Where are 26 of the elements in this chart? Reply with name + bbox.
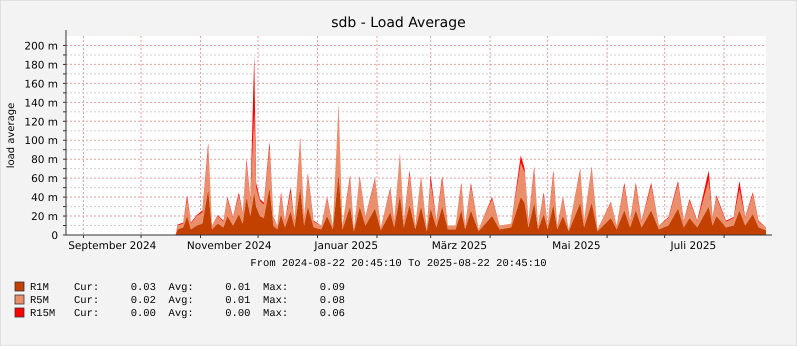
x-tick-label: März 2025 <box>432 240 488 252</box>
y-tick-label: 200 m <box>24 40 58 52</box>
x-tick-label: September 2024 <box>68 240 157 252</box>
x-tick-label: Januar 2025 <box>313 240 378 252</box>
y-axis-title: load average <box>6 102 17 168</box>
legend-label: R5M <box>30 295 49 307</box>
legend-label: R15M <box>30 308 56 320</box>
x-tick-label: November 2024 <box>186 240 272 252</box>
y-tick-label: 40 m <box>31 192 58 204</box>
y-tick-label: 180 m <box>24 59 58 72</box>
text: Cur: 0.03 Avg: 0.01 Max: 0.09 <box>74 282 345 294</box>
y-tick-label: 160 m <box>24 78 58 90</box>
text: Cur: 0.02 Avg: 0.01 Max: 0.08 <box>74 295 345 307</box>
x-tick-label: Juli 2025 <box>670 240 716 252</box>
x-tick-label: Mai 2025 <box>552 240 601 252</box>
y-tick-label: 0 <box>51 230 58 242</box>
chart-title: sdb - Load Average <box>331 15 466 31</box>
y-tick-label: 60 m <box>31 173 58 186</box>
y-tick-label: 120 m <box>24 116 58 128</box>
legend-label: R1M <box>30 282 49 294</box>
text: Cur: 0.00 Avg: 0.00 Max: 0.06 <box>74 308 345 320</box>
text: From 2024-08-22 20:45:10 To 2025-08-22 20:45:10 <box>250 258 547 270</box>
y-tick-label: 100 m <box>24 135 58 148</box>
y-tick-label: 140 m <box>24 97 58 110</box>
y-tick-label: 80 m <box>31 154 58 166</box>
y-tick-label: 20 m <box>31 211 58 224</box>
